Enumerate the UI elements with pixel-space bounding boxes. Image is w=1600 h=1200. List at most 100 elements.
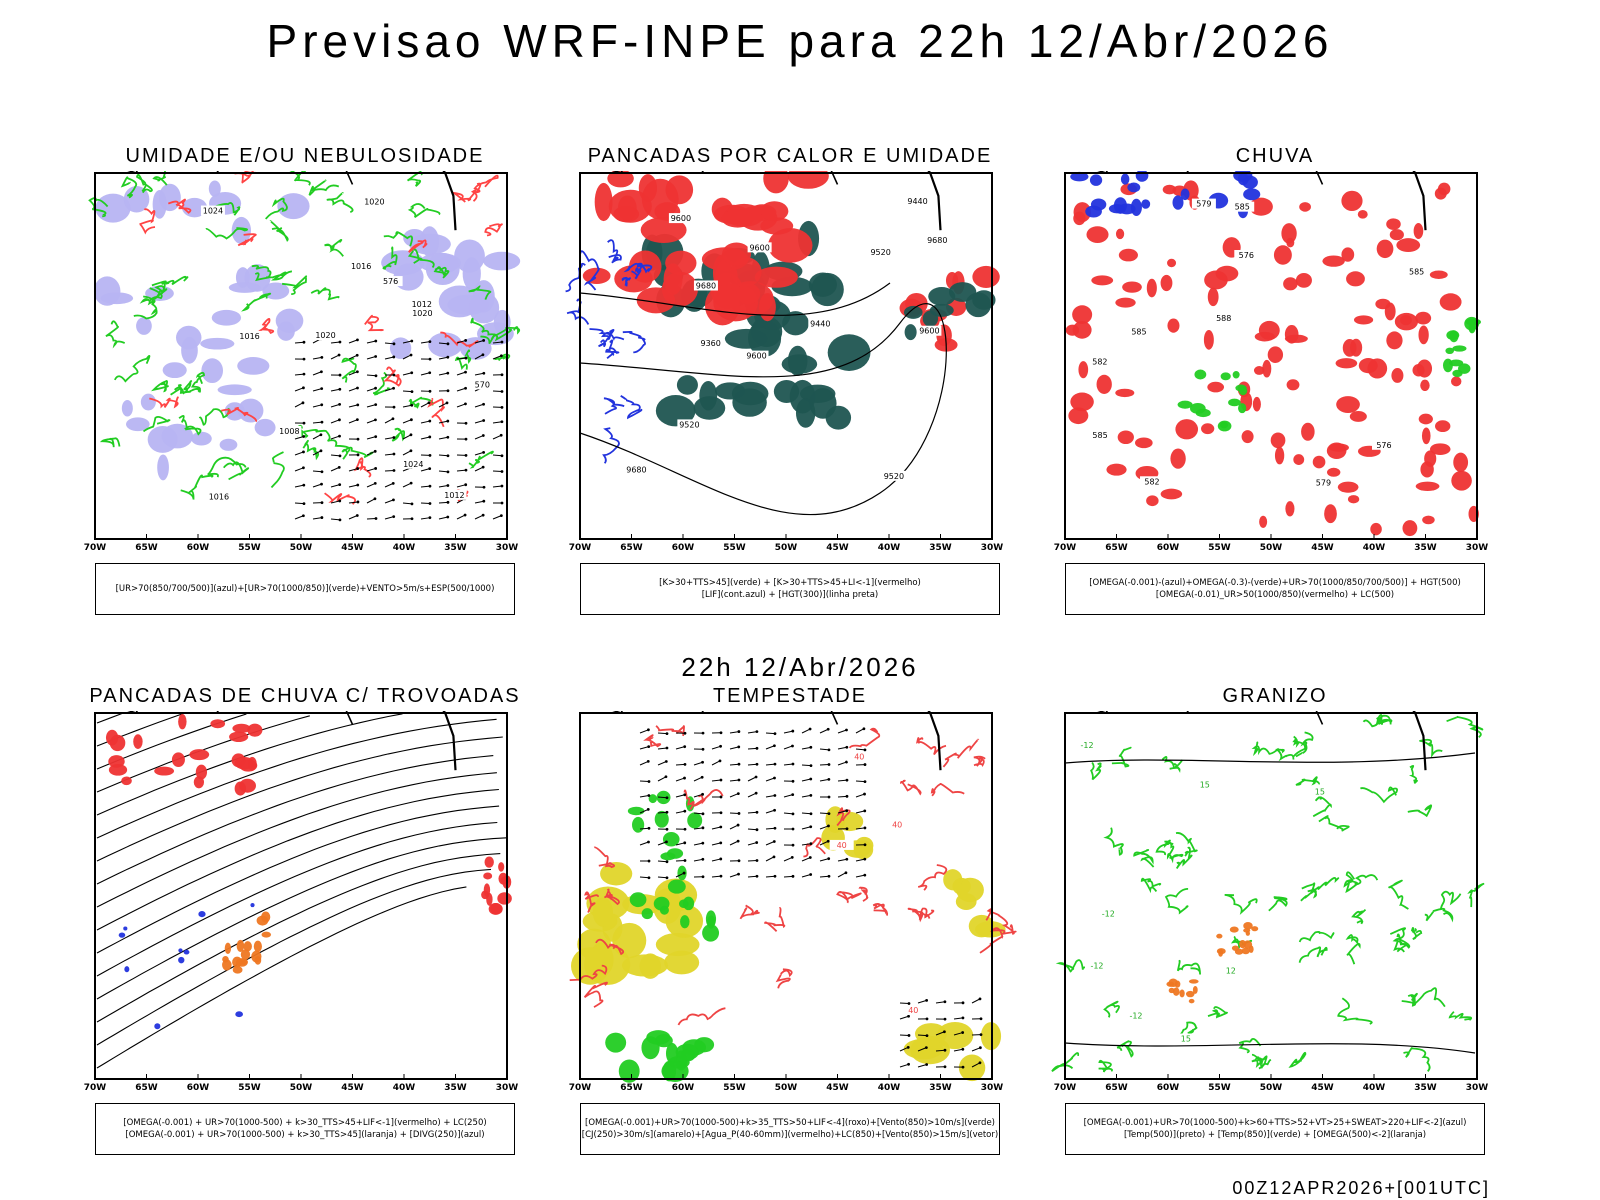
humidity-high-level-area: [162, 362, 187, 379]
contour-label: 585: [1409, 268, 1424, 277]
humidity-high-level-area: [126, 417, 150, 432]
streamline-850: [603, 888, 620, 906]
wind-vector: [481, 465, 485, 469]
wind-vector: [391, 481, 395, 485]
instability-area: [731, 381, 769, 406]
contour-label-bg: [868, 247, 893, 258]
wind-vector: [863, 857, 867, 861]
wind-vector: [765, 732, 776, 735]
wind-vector: [384, 516, 394, 520]
map-tempestade: 4040404012S15S18S21S24S27S30S33S36S39S42…: [569, 711, 1017, 1093]
rain-area: [1252, 396, 1261, 412]
wind-vector: [330, 403, 340, 408]
wind-vector: [747, 763, 758, 766]
wind-vector: [410, 403, 414, 407]
streamline: [96, 772, 497, 908]
wind-vector: [953, 1032, 963, 1036]
convection-area: [251, 950, 262, 963]
geopotential-contour: [579, 303, 947, 516]
wind-vector: [330, 454, 341, 457]
wind-vector: [783, 875, 794, 878]
wind-vector: [392, 452, 396, 456]
lon-tick-label: 35W: [1414, 1083, 1437, 1093]
thunderstorm-area: [108, 755, 125, 768]
temp-850-contour: [1238, 1037, 1262, 1054]
lon-tick-label: 45W: [826, 543, 849, 553]
rain-area: [1357, 209, 1368, 219]
wind-vector: [837, 810, 847, 814]
rain-area: [1413, 223, 1424, 239]
wind-vector: [410, 517, 414, 521]
wind-vector: [428, 516, 432, 520]
wind-vector: [979, 1017, 983, 1021]
wind-vector: [438, 420, 448, 424]
wind-vector: [747, 792, 757, 798]
streamline-850: [593, 846, 616, 869]
lon-tick-label: 70W: [1054, 543, 1077, 553]
lon-tick-label: 70W: [84, 543, 107, 553]
rain-area: [1295, 272, 1312, 288]
instability-lifted-area: [736, 283, 761, 305]
wind-vector: [711, 745, 721, 750]
wind-vector: [826, 839, 830, 843]
temp-850-contour: [1410, 926, 1423, 941]
wind-vector: [647, 794, 651, 797]
contour-label: 1016: [351, 262, 371, 271]
temp-850-contour: [1446, 715, 1484, 738]
instability-area: [903, 305, 923, 319]
contour-label-bg: [917, 325, 942, 336]
rain-area: [1346, 271, 1365, 287]
wind-vector: [961, 1016, 965, 1020]
thickness-contour: [408, 239, 428, 253]
lon-tick-label: 30W: [981, 1083, 1004, 1093]
wind-vector: [683, 745, 687, 749]
legend-line: [OMEGA(-0.001)+UR>70(1000-500)+k>60+TTS>…: [1083, 1118, 1467, 1128]
wind-vector: [855, 728, 865, 734]
wind-vector: [765, 841, 775, 846]
wind-vector: [320, 501, 324, 505]
wind-vector: [338, 454, 342, 458]
rain-area: [1215, 265, 1239, 282]
humidity-high-level-area: [217, 384, 252, 396]
wind-vector: [845, 794, 849, 798]
wind-vector: [819, 748, 830, 751]
legend-line: [UR>70(850/700/500)](azul)+[UR>70(1000/8…: [115, 584, 495, 594]
humidity-low-level-contour: [223, 461, 250, 481]
wind-vector: [482, 450, 486, 454]
wind-vector: [374, 355, 378, 358]
temp-850-contour: [1140, 877, 1162, 894]
wind-vector: [657, 761, 667, 766]
panel-trovoadas: PANCADAS DE CHUVA C/ TROVOADAS 12S15S18S…: [75, 685, 535, 1155]
temp-850-contour: [1359, 786, 1399, 804]
wind-vector: [701, 731, 705, 735]
border-line: [1097, 171, 1108, 174]
wind-vector: [855, 780, 866, 783]
wind-vector: [809, 777, 813, 781]
jet-stream-area: [943, 869, 963, 891]
contour-label: 9440: [907, 197, 927, 206]
contour-label: 9600: [749, 243, 769, 252]
wind-vector: [755, 828, 759, 832]
wind-vector: [711, 858, 721, 862]
omega-strong-area: [1217, 420, 1232, 432]
wind-850-area: [641, 1036, 660, 1060]
humidity-high-level-area: [201, 358, 224, 384]
humidity-low-level-contour: [142, 415, 171, 433]
wind-vector: [711, 779, 721, 782]
wind-vector: [701, 747, 705, 751]
wind-vector: [438, 402, 448, 408]
streamline-850: [848, 727, 881, 749]
wind-vector: [747, 811, 758, 814]
wind-vector: [492, 341, 503, 344]
wind-vector: [683, 776, 686, 780]
rain-area: [1418, 413, 1433, 425]
humidity-low-level-contour: [265, 197, 288, 220]
wind-vector: [729, 731, 739, 734]
rain-area: [1367, 358, 1388, 379]
rain-area: [1299, 202, 1311, 212]
jet-stream-area: [955, 893, 977, 911]
contour-label-bg: [1126, 326, 1151, 337]
wind-vector: [719, 874, 723, 878]
wind-vector: [348, 515, 358, 520]
wind-vector: [409, 418, 413, 422]
